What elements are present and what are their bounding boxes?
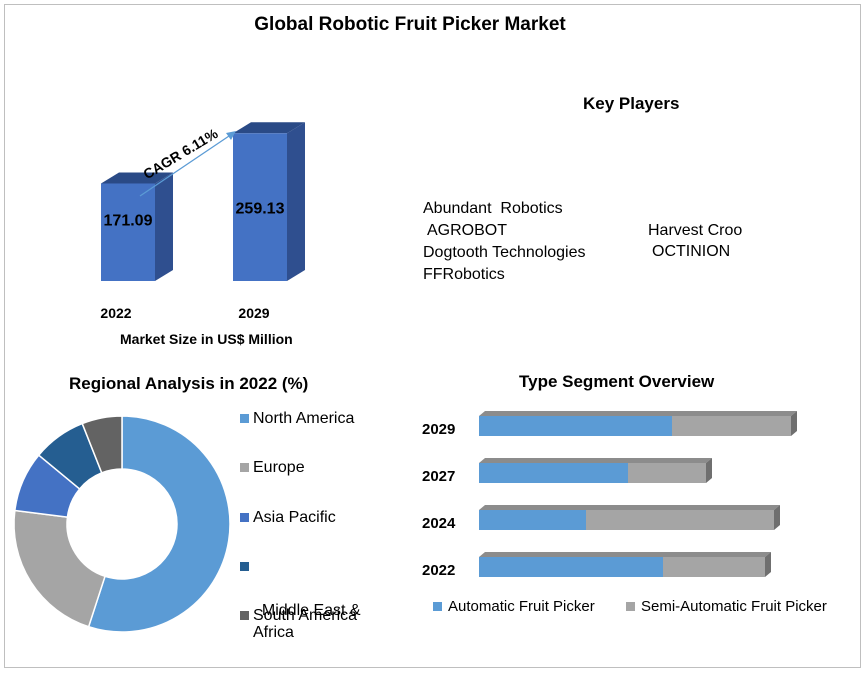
type-bar-automatic-2027 — [479, 463, 628, 483]
type-bar-top-2024 — [479, 505, 780, 510]
page-title: Global Robotic Fruit Picker Market — [254, 14, 566, 35]
legend-asia-pacific: Asia Pacific — [240, 507, 336, 529]
type-legend-swatch-automatic — [433, 602, 442, 611]
type-bar-side-2024 — [774, 505, 780, 530]
type-bar-side-2029 — [791, 411, 797, 436]
type-bar-automatic-2022 — [479, 557, 663, 577]
cagr-arrowhead — [226, 131, 236, 140]
key-player-6: OCTINION — [652, 243, 731, 260]
legend-europe: Europe — [240, 457, 305, 479]
market-bar-side-2029 — [287, 122, 305, 281]
key-player-4: FFRobotics — [423, 266, 505, 283]
key-players-heading: Key Players — [583, 94, 680, 113]
regional-donut — [13, 415, 231, 633]
legend-swatch-europe — [240, 463, 249, 472]
legend-swatch-south-america — [240, 611, 249, 620]
type-bar-semi-automatic-2029 — [672, 416, 791, 436]
market-value-2022: 171.09 — [104, 212, 153, 229]
legend-swatch-middle-east-africa — [240, 562, 249, 571]
type-year-2027: 2027 — [422, 468, 456, 485]
legend-swatch-north-america — [240, 414, 249, 423]
market-bar-top-2022 — [101, 172, 173, 184]
key-player-5: Harvest Croo — [648, 222, 743, 239]
type-bar-top-2022 — [479, 552, 771, 557]
type-bar-side-2027 — [706, 458, 712, 483]
legend-middle-east-africa: Middle East & Africa — [240, 556, 361, 644]
chart-frame — [4, 4, 861, 668]
type-legend-semi-automatic: Semi-Automatic Fruit Picker — [626, 598, 827, 615]
donut-slice-europe — [13, 509, 106, 628]
market-bar-2022 — [101, 183, 155, 281]
market-bars — [101, 122, 305, 281]
type-year-2024: 2024 — [422, 515, 456, 532]
type-bar-semi-automatic-2024 — [586, 510, 774, 530]
legend-swatch-asia-pacific — [240, 513, 249, 522]
type-year-2029: 2029 — [422, 421, 456, 438]
type-bar-top-2029 — [479, 411, 797, 416]
key-player-3: Dogtooth Technologies — [423, 244, 586, 261]
regional-heading: Regional Analysis in 2022 (%) — [69, 374, 309, 393]
legend-south-america: South America — [240, 605, 357, 627]
market-labels: 171.09 2022 259.13 2029 — [100, 200, 284, 321]
market-value-2029: 259.13 — [236, 200, 285, 217]
type-segment-heading: Type Segment Overview — [519, 372, 715, 391]
market-bar-2029 — [233, 133, 287, 281]
market-category-2022: 2022 — [100, 305, 131, 321]
donut-slice-south-america — [81, 415, 123, 474]
type-bar-semi-automatic-2022 — [663, 557, 765, 577]
type-year-2022: 2022 — [422, 562, 456, 579]
donut-slice-north-america — [87, 415, 231, 633]
legend-north-america: North America — [240, 408, 354, 430]
market-bar-side-2022 — [155, 172, 173, 281]
type-legend-automatic: Automatic Fruit Picker — [433, 598, 595, 615]
key-player-1: Abundant Robotics — [423, 200, 563, 217]
type-bar-automatic-2024 — [479, 510, 586, 530]
market-bar-top-2029 — [233, 122, 305, 134]
type-bar-automatic-2029 — [479, 416, 672, 436]
type-bar-semi-automatic-2027 — [628, 463, 706, 483]
type-bar-side-2022 — [765, 552, 771, 577]
cagr-arrow — [139, 133, 233, 197]
type-legend-swatch-semi-automatic — [626, 602, 635, 611]
market-category-2029: 2029 — [238, 305, 269, 321]
market-size-caption: Market Size in US$ Million — [120, 331, 293, 347]
key-player-2: AGROBOT — [427, 222, 508, 239]
type-bar-top-2027 — [479, 458, 712, 463]
